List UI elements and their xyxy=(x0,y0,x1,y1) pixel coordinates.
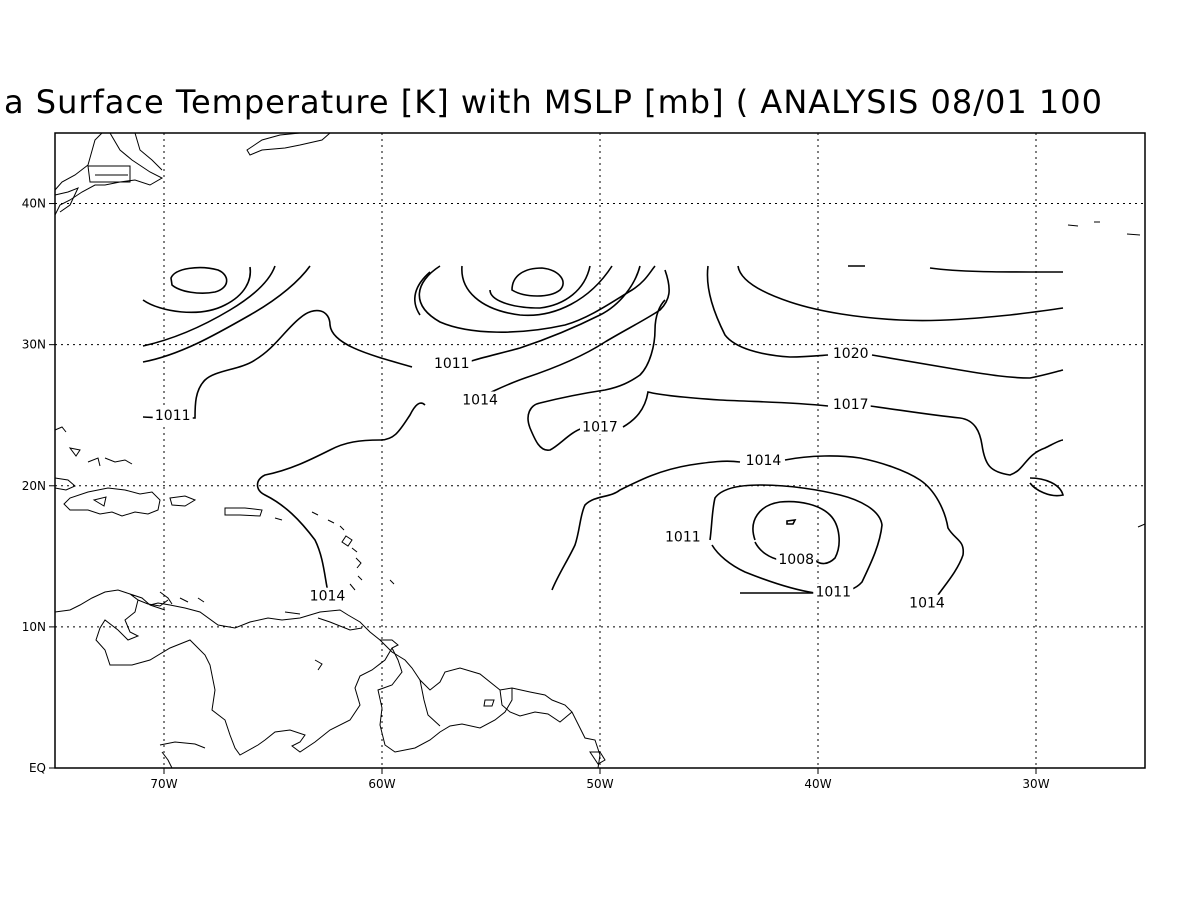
contour-label-bg xyxy=(152,407,193,424)
contour-label: 1020 xyxy=(833,346,869,362)
x-tick-label: 30W xyxy=(1022,777,1049,791)
y-tick-labels: EQ 10N 20N 30N 40N xyxy=(22,197,55,775)
grid-lines xyxy=(55,133,1145,768)
contour-label: 1014 xyxy=(909,596,945,612)
y-tick-label: 40N xyxy=(22,197,46,211)
contour-label: 1014 xyxy=(310,589,346,605)
contour-label-bg xyxy=(662,528,703,545)
coastlines xyxy=(54,132,1146,769)
map-title: a Surface Temperature [K] with MSLP [mb]… xyxy=(4,83,1103,121)
y-tick-label: 20N xyxy=(22,479,46,493)
y-tick-label: EQ xyxy=(29,761,46,775)
x-tick-label: 50W xyxy=(586,777,613,791)
contour-label-bg xyxy=(743,452,784,469)
contour-label-bg xyxy=(580,418,620,435)
map-frame xyxy=(54,132,1146,769)
x-tick-label: 60W xyxy=(368,777,395,791)
contour-label: 1017 xyxy=(582,419,618,435)
x-tick-label: 40W xyxy=(804,777,831,791)
contour-label-bg xyxy=(431,354,472,371)
x-tick-labels: 70W 60W 50W 40W 30W xyxy=(150,768,1050,791)
y-tick-label: 30N xyxy=(22,338,46,352)
contour-label: 1011 xyxy=(665,529,701,545)
contour-label-bg xyxy=(813,583,854,600)
contour-label-bg xyxy=(776,550,817,567)
contour-label-bg xyxy=(907,594,947,611)
contour-label-bg xyxy=(830,395,871,412)
contour-label: 1011 xyxy=(434,356,470,372)
contour-label-bg xyxy=(460,391,501,408)
contour-label: 1014 xyxy=(462,393,498,409)
contour-labels: 1011101110141017102010171014101410111008… xyxy=(152,344,947,612)
contour-label: 1011 xyxy=(815,584,851,600)
mslp-contours xyxy=(142,265,1064,601)
contour-label: 1011 xyxy=(155,408,191,424)
contour-label: 1008 xyxy=(778,552,814,568)
contour-label-bg xyxy=(307,587,348,604)
contour-label: 1014 xyxy=(746,453,782,469)
x-tick-label: 70W xyxy=(150,777,177,791)
contour-label-bg xyxy=(830,344,871,361)
y-tick-label: 10N xyxy=(22,620,46,634)
contour-label: 1017 xyxy=(833,397,869,413)
